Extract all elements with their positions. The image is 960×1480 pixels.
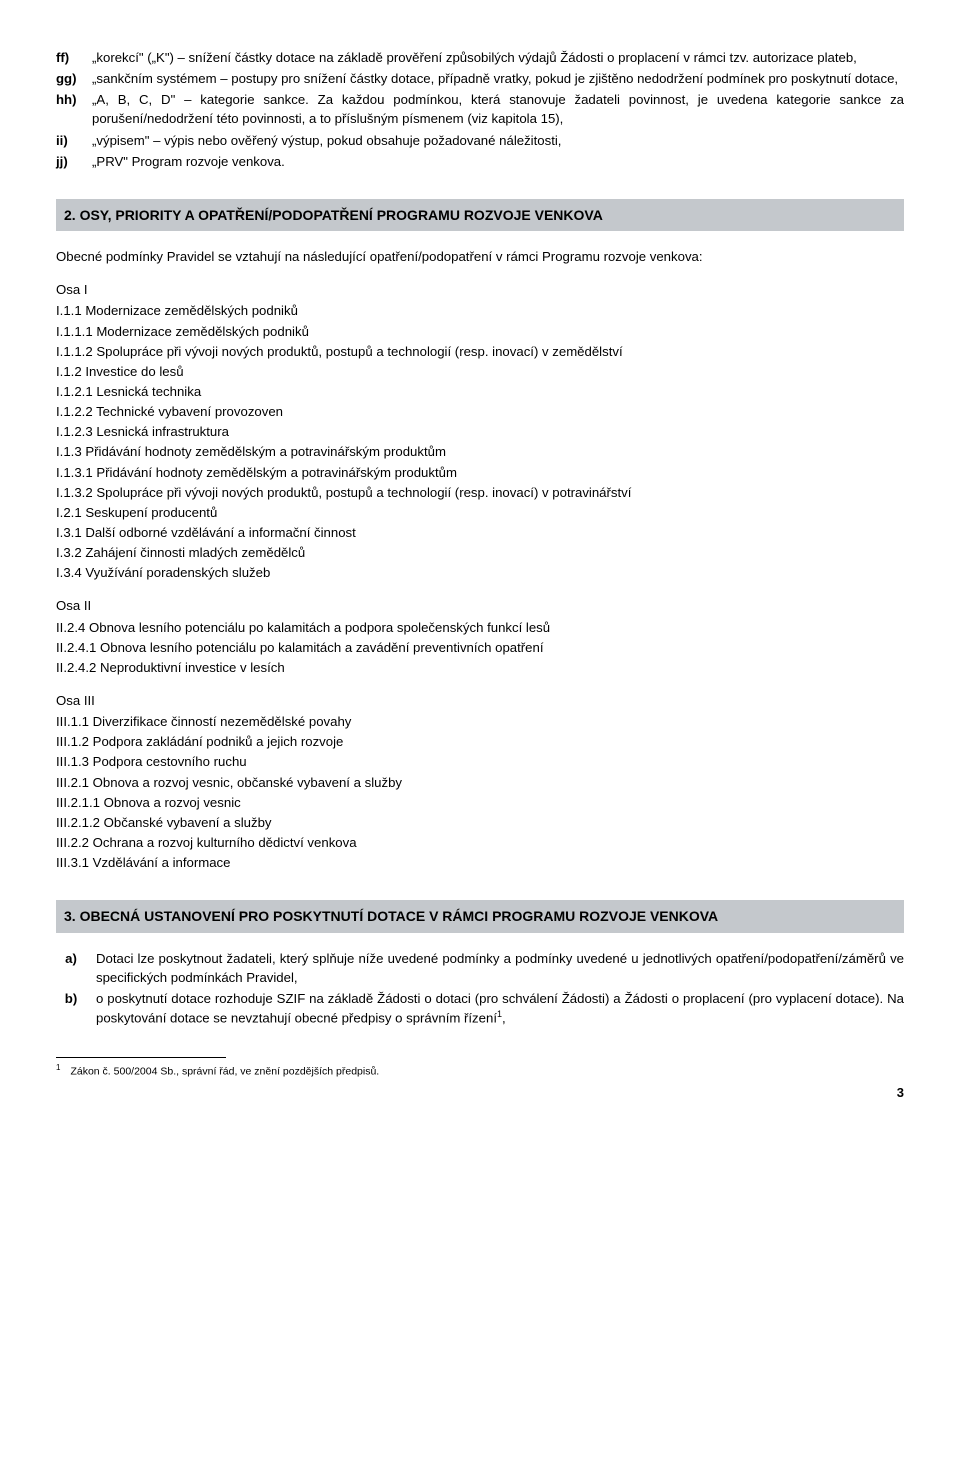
outline-line: III.2.2 Ochrana a rozvoj kulturního dědi… — [56, 833, 904, 852]
def-label: ii) — [56, 131, 92, 150]
osa-3-label: Osa III — [56, 691, 904, 710]
def-label: gg) — [56, 69, 92, 88]
outline-line: III.2.1 Obnova a rozvoj vesnic, občanské… — [56, 773, 904, 792]
def-item: jj) „PRV" Program rozvoje venkova. — [56, 152, 904, 171]
outline-line: I.1.1 Modernizace zemědělských podniků — [56, 301, 904, 320]
outline-line: I.1.1.1 Modernizace zemědělských podniků — [56, 322, 904, 341]
outline-line: I.2.1 Seskupení producentů — [56, 503, 904, 522]
outline-line: I.1.2.1 Lesnická technika — [56, 382, 904, 401]
footnote: 1 Zákon č. 500/2004 Sb., správní řád, ve … — [56, 1062, 904, 1080]
list-item: a) Dotaci lze poskytnout žadateli, který… — [56, 949, 904, 987]
def-label: ff) — [56, 48, 92, 67]
section-2-heading: 2. OSY, PRIORITY A OPATŘENÍ/PODOPATŘENÍ … — [56, 199, 904, 231]
outline-line: I.1.1.2 Spolupráce při vývoji nových pro… — [56, 342, 904, 361]
section-2-intro: Obecné podmínky Pravidel se vztahují na … — [56, 247, 904, 266]
osa-2-list: II.2.4 Obnova lesního potenciálu po kala… — [56, 618, 904, 677]
outline-line: I.1.2.3 Lesnická infrastruktura — [56, 422, 904, 441]
page-number: 3 — [56, 1084, 904, 1103]
outline-line: I.3.1 Další odborné vzdělávání a informa… — [56, 523, 904, 542]
osa-2-label: Osa II — [56, 596, 904, 615]
outline-line: I.1.3.2 Spolupráce při vývoji nových pro… — [56, 483, 904, 502]
outline-line: I.3.2 Zahájení činnosti mladých zemědělc… — [56, 543, 904, 562]
def-text: „výpisem" – výpis nebo ověřený výstup, p… — [92, 131, 904, 150]
def-text: „sankčním systémem – postupy pro snížení… — [92, 69, 904, 88]
list-text: o poskytnutí dotace rozhoduje SZIF na zá… — [96, 989, 904, 1028]
outline-line: II.2.4.2 Neproduktivní investice v lesíc… — [56, 658, 904, 677]
def-text: „PRV" Program rozvoje venkova. — [92, 152, 904, 171]
list-label: b) — [56, 989, 86, 1008]
list-text: Dotaci lze poskytnout žadateli, který sp… — [96, 949, 904, 987]
osa-1-label: Osa I — [56, 280, 904, 299]
def-label: jj) — [56, 152, 92, 171]
list-label: a) — [56, 949, 86, 968]
outline-line: II.2.4 Obnova lesního potenciálu po kala… — [56, 618, 904, 637]
outline-line: I.3.4 Využívání poradenských služeb — [56, 563, 904, 582]
footnote-rule — [56, 1057, 226, 1058]
list-item: b) o poskytnutí dotace rozhoduje SZIF na… — [56, 989, 904, 1028]
outline-line: III.2.1.1 Obnova a rozvoj vesnic — [56, 793, 904, 812]
def-label: hh) — [56, 90, 92, 109]
outline-line: III.2.1.2 Občanské vybavení a služby — [56, 813, 904, 832]
outline-line: III.1.2 Podpora zakládání podniků a jeji… — [56, 732, 904, 751]
section-3-list: a) Dotaci lze poskytnout žadateli, který… — [56, 949, 904, 1028]
outline-line: I.1.2.2 Technické vybavení provozoven — [56, 402, 904, 421]
def-item: ff) „korekcí" („K") – snížení částky dot… — [56, 48, 904, 67]
outline-line: I.1.2 Investice do lesů — [56, 362, 904, 381]
outline-line: III.1.1 Diverzifikace činností nezeměděl… — [56, 712, 904, 731]
osa-3-list: III.1.1 Diverzifikace činností nezeměděl… — [56, 712, 904, 872]
section-3-heading: 3. OBECNÁ USTANOVENÍ PRO POSKYTNUTÍ DOTA… — [56, 900, 904, 932]
definitions-list: ff) „korekcí" („K") – snížení částky dot… — [56, 48, 904, 171]
outline-line: III.3.1 Vzdělávání a informace — [56, 853, 904, 872]
footnote-marker: 1 — [56, 1063, 60, 1072]
def-item: gg) „sankčním systémem – postupy pro sní… — [56, 69, 904, 88]
def-item: hh) „A, B, C, D" – kategorie sankce. Za … — [56, 90, 904, 128]
footnote-text: Zákon č. 500/2004 Sb., správní řád, ve z… — [70, 1066, 379, 1078]
outline-line: III.1.3 Podpora cestovního ruchu — [56, 752, 904, 771]
def-text: „korekcí" („K") – snížení částky dotace … — [92, 48, 904, 67]
outline-line: I.1.3.1 Přidávání hodnoty zemědělským a … — [56, 463, 904, 482]
def-item: ii) „výpisem" – výpis nebo ověřený výstu… — [56, 131, 904, 150]
outline-line: II.2.4.1 Obnova lesního potenciálu po ka… — [56, 638, 904, 657]
osa-1-list: I.1.1 Modernizace zemědělských podniků I.… — [56, 301, 904, 582]
outline-line: I.1.3 Přidávání hodnoty zemědělským a po… — [56, 442, 904, 461]
def-text: „A, B, C, D" – kategorie sankce. Za každ… — [92, 90, 904, 128]
